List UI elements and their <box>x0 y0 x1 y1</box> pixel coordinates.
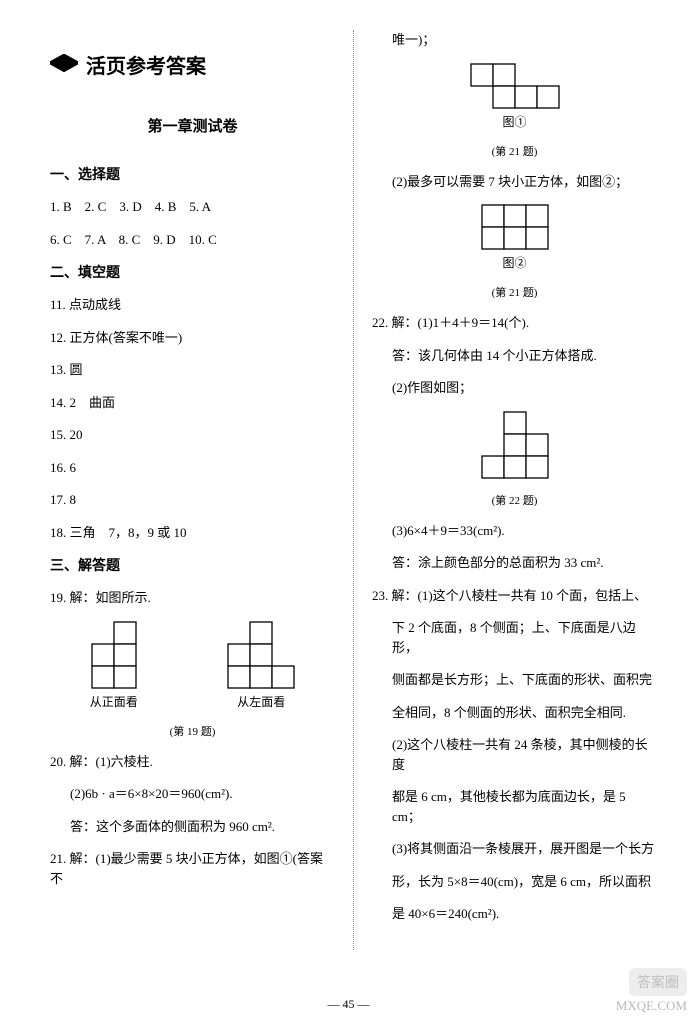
q19-figures: 从正面看 从左面看 <box>50 621 335 710</box>
q22-line3: (2)作图如图； <box>372 378 657 398</box>
fig22-svg <box>481 411 549 479</box>
q11: 11. 点动成线 <box>50 295 335 315</box>
q16: 16. 6 <box>50 458 335 478</box>
q23-line6: 都是 6 cm，其他棱长都为底面边长，是 5 cm； <box>372 787 657 826</box>
right-column: 唯一)； 图① (第 21 题) (2)最多可以需要 7 块小正方体，如图②； … <box>372 30 657 950</box>
q14: 14. 2 曲面 <box>50 393 335 413</box>
fig2-block: 图② <box>481 204 549 271</box>
q19-front-label: 从正面看 <box>90 693 138 710</box>
q23-line8: 形，长为 5×8＝40(cm)，宽是 6 cm，所以面积 <box>372 872 657 892</box>
q19-left-view: 从左面看 <box>227 621 295 710</box>
page-number: — 45 — <box>0 997 697 1012</box>
q23-line4: 全相同，8 个侧面的形状、面积完全相同. <box>372 703 657 723</box>
q22-line5: 答：涂上颜色部分的总面积为 33 cm². <box>372 553 657 573</box>
q21-line2: (2)最多可以需要 7 块小正方体，如图②； <box>372 172 657 192</box>
q19-front-svg <box>91 621 137 689</box>
section-2-heading: 二、填空题 <box>50 262 335 282</box>
q21-cont: 唯一)； <box>372 30 657 50</box>
q17: 17. 8 <box>50 490 335 510</box>
page-title-row: 活页参考答案 <box>50 50 335 79</box>
section-3-heading: 三、解答题 <box>50 555 335 575</box>
watermark-badge: 答案圈 <box>629 968 687 996</box>
q15: 15. 20 <box>50 425 335 445</box>
q23-line3: 侧面都是长方形；上、下底面的形状、面积完 <box>372 670 657 690</box>
q23-line7: (3)将其侧面沿一条棱展开，展开图是一个长方 <box>372 839 657 859</box>
q22-line2: 答：该几何体由 14 个小正方体搭成. <box>372 346 657 366</box>
fig22-block <box>481 411 549 479</box>
fig22-caption: (第 22 题) <box>372 492 657 508</box>
fig1-svg <box>470 63 560 109</box>
chapter-subtitle: 第一章测试卷 <box>50 115 335 136</box>
graduation-cap-icon <box>50 54 78 76</box>
q23-line5: (2)这个八棱柱一共有 24 条棱，其中侧棱的长度 <box>372 735 657 774</box>
mc-answers-row2: 6. C 7. A 8. C 9. D 10. C <box>50 230 335 250</box>
q23-line2: 下 2 个底面，8 个侧面；上、下底面是八边形， <box>372 618 657 657</box>
fig2-caption: (第 21 题) <box>372 284 657 300</box>
q13: 13. 圆 <box>50 360 335 380</box>
q20-line1: 20. 解：(1)六棱柱. <box>50 752 335 772</box>
mc-answers-row1: 1. B 2. C 3. D 4. B 5. A <box>50 197 335 217</box>
q21-line1: 21. 解：(1)最少需要 5 块小正方体，如图①(答案不 <box>50 849 335 888</box>
q20-line3: 答：这个多面体的侧面积为 960 cm². <box>50 817 335 837</box>
fig2-svg <box>481 204 549 250</box>
fig1-label: 图① <box>502 113 526 130</box>
q23-line9: 是 40×6＝240(cm²). <box>372 904 657 924</box>
q19-left-label: 从左面看 <box>237 693 285 710</box>
q19-text: 19. 解：如图所示. <box>50 588 335 608</box>
q22-line4: (3)6×4＋9＝33(cm²). <box>372 521 657 541</box>
q22-line1: 22. 解：(1)1＋4＋9＝14(个). <box>372 313 657 333</box>
q19-front-view: 从正面看 <box>90 621 138 710</box>
q19-left-svg <box>227 621 295 689</box>
fig1-block: 图① <box>470 63 560 130</box>
q12: 12. 正方体(答案不唯一) <box>50 328 335 348</box>
watermark: 答案圈 MXQE.COM <box>616 968 687 1014</box>
section-1-heading: 一、选择题 <box>50 164 335 184</box>
q23-line1: 23. 解：(1)这个八棱柱一共有 10 个面，包括上、 <box>372 586 657 606</box>
watermark-url: MXQE.COM <box>616 998 687 1014</box>
left-column: 活页参考答案 第一章测试卷 一、选择题 1. B 2. C 3. D 4. B … <box>50 30 335 950</box>
column-divider <box>353 30 354 950</box>
q18: 18. 三角 7，8，9 或 10 <box>50 523 335 543</box>
q19-caption: (第 19 题) <box>50 723 335 739</box>
fig2-label: 图② <box>502 254 526 271</box>
fig1-caption: (第 21 题) <box>372 143 657 159</box>
page-title: 活页参考答案 <box>86 50 206 79</box>
q20-line2: (2)6b · a＝6×8×20＝960(cm²). <box>50 784 335 804</box>
